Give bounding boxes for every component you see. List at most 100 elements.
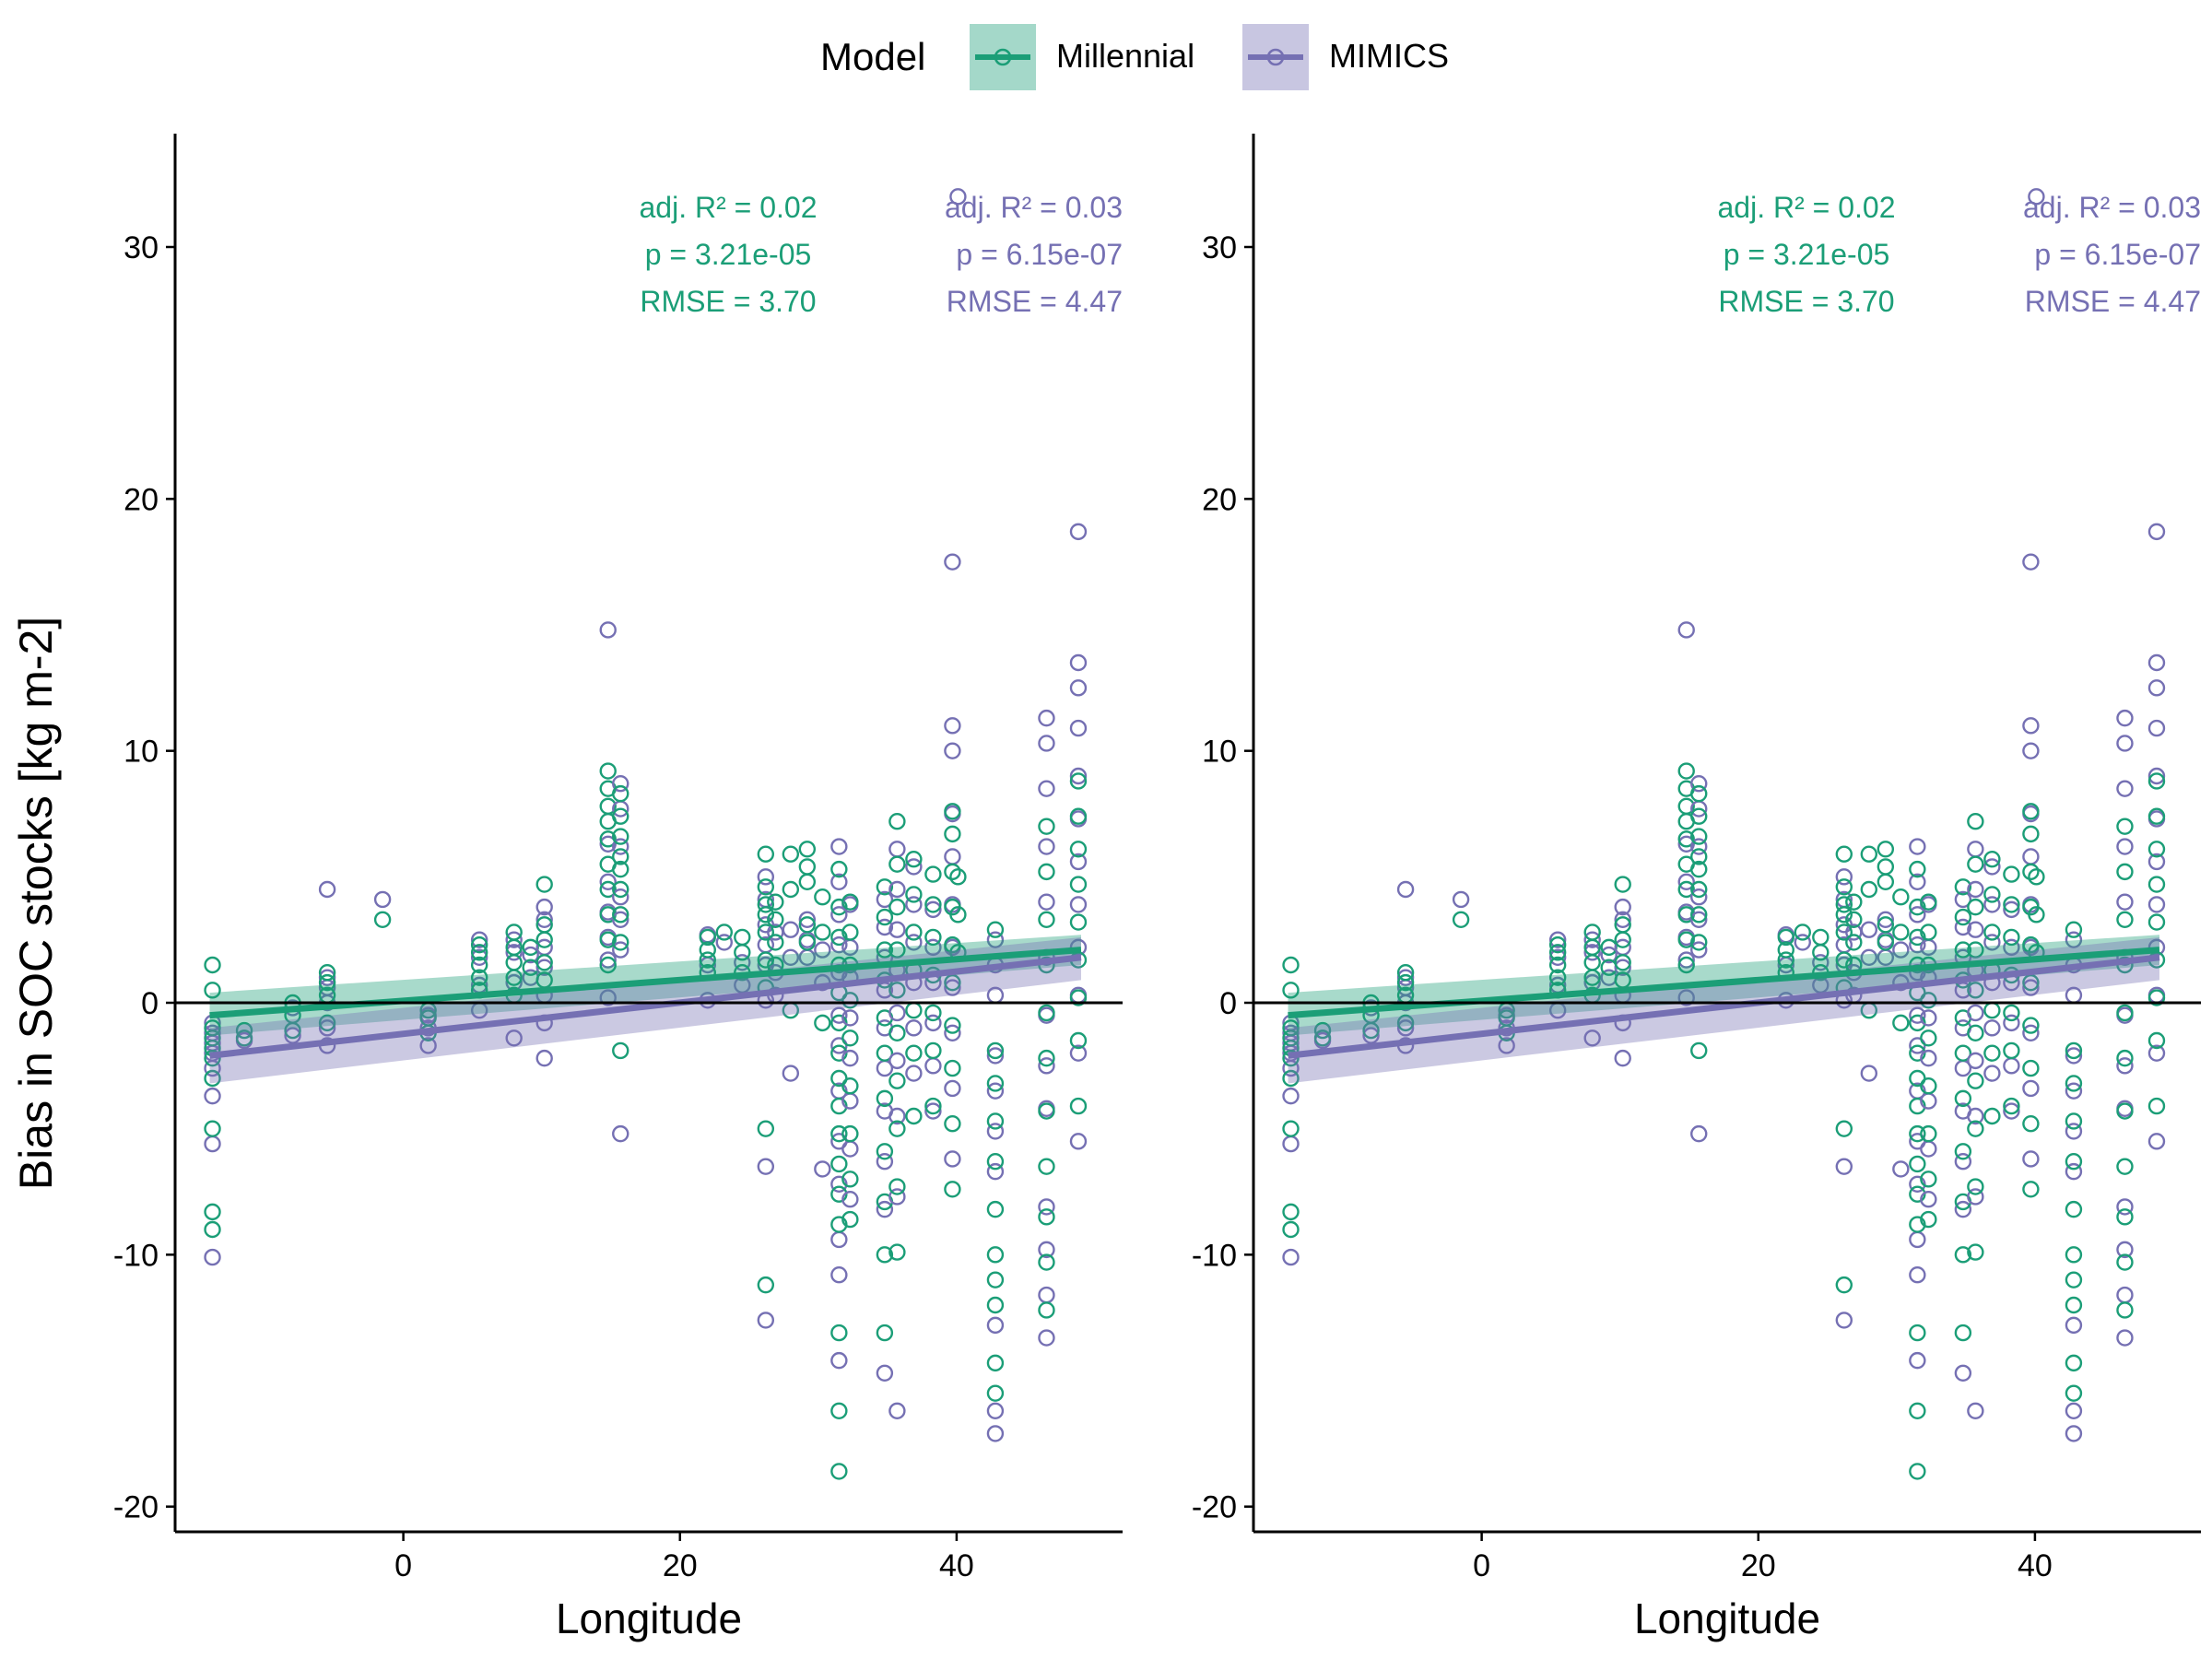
point-mimics xyxy=(814,941,831,959)
point-mimics xyxy=(986,1082,1005,1100)
stat-mimics-1: p = 6.15e-07 xyxy=(2034,238,2201,271)
point-millennial xyxy=(612,807,629,825)
point-mimics xyxy=(2147,853,2166,871)
point-mimics xyxy=(949,188,967,206)
point-millennial xyxy=(2116,911,2134,928)
point-millennial xyxy=(1892,924,1910,941)
point-millennial xyxy=(1548,969,1567,986)
point-millennial xyxy=(757,951,775,969)
point-millennial xyxy=(798,916,817,934)
point-millennial xyxy=(1920,1210,1937,1229)
point-mimics xyxy=(2003,1014,2020,1032)
point-millennial xyxy=(814,888,831,906)
point-millennial xyxy=(905,1001,923,1019)
point-mimics xyxy=(2022,553,2040,571)
point-mimics xyxy=(1038,1329,1055,1347)
point-mimics xyxy=(2116,709,2134,727)
point-mimics xyxy=(2022,1079,2040,1098)
point-mimics xyxy=(841,1009,859,1027)
point-mimics xyxy=(2003,1102,2020,1120)
y-tick-label: 0 xyxy=(1219,986,1237,1021)
point-mimics xyxy=(1069,653,1088,672)
point-millennial xyxy=(986,1246,1005,1264)
point-mimics xyxy=(1069,1044,1088,1062)
point-millennial xyxy=(2147,876,2166,893)
x-tick-label: 40 xyxy=(939,1548,974,1583)
point-mimics xyxy=(830,873,848,890)
point-millennial xyxy=(1967,1072,1984,1089)
point-millennial xyxy=(1583,954,1601,971)
point-millennial xyxy=(2065,1296,2083,1314)
point-mimics xyxy=(1794,934,1811,951)
point-millennial xyxy=(1877,858,1895,876)
point-millennial xyxy=(1835,896,1853,913)
point-millennial xyxy=(841,1171,859,1188)
point-millennial xyxy=(1909,1155,1926,1173)
point-millennial xyxy=(944,803,961,820)
point-millennial xyxy=(2116,1253,2134,1271)
x-tick-label: 20 xyxy=(1741,1548,1776,1583)
point-mimics xyxy=(830,1006,848,1024)
point-millennial xyxy=(2116,1158,2134,1175)
point-millennial xyxy=(1396,1014,1415,1032)
point-mimics xyxy=(2003,1057,2020,1075)
point-millennial xyxy=(1038,1049,1055,1067)
point-mimics xyxy=(373,890,392,909)
x-tick-label: 0 xyxy=(1473,1548,1490,1583)
point-mimics xyxy=(924,900,942,919)
point-millennial xyxy=(841,1030,859,1047)
point-mimics xyxy=(2116,1057,2134,1075)
point-millennial xyxy=(798,873,817,890)
point-millennial xyxy=(1983,851,2001,868)
point-millennial xyxy=(1583,924,1601,941)
point-millennial xyxy=(699,928,716,947)
point-millennial xyxy=(1069,876,1088,893)
point-millennial xyxy=(830,1216,848,1233)
point-mimics xyxy=(1690,838,1708,855)
point-mimics xyxy=(1909,838,1926,855)
point-millennial xyxy=(599,931,617,948)
point-mimics xyxy=(944,979,961,996)
point-mimics xyxy=(2065,931,2083,948)
point-millennial xyxy=(204,1030,221,1047)
legend: Model Millennial MIMICS xyxy=(820,24,1449,90)
point-mimics xyxy=(612,1124,629,1143)
point-mimics xyxy=(2147,719,2166,737)
point-mimics xyxy=(888,1004,906,1022)
point-mimics xyxy=(599,951,617,969)
point-mimics xyxy=(905,858,923,876)
point-millennial xyxy=(2065,1112,2083,1130)
x-axis-label: Longitude xyxy=(1634,1594,1820,1642)
panel-right: -20 -10 0 10 20 30 0 20 40 Longitude adj. R² = 0.0… xyxy=(1192,134,2201,1642)
point-millennial xyxy=(1920,924,1937,941)
point-mimics xyxy=(1954,1364,1972,1382)
point-millennial xyxy=(876,908,894,926)
point-mimics xyxy=(1614,911,1631,928)
point-mimics xyxy=(2147,896,2166,913)
point-mimics xyxy=(830,1230,848,1249)
point-mimics xyxy=(1909,1265,1926,1284)
point-millennial xyxy=(318,1014,336,1032)
point-mimics xyxy=(1038,780,1055,797)
point-millennial xyxy=(888,898,906,916)
point-mimics xyxy=(2116,893,2134,911)
point-millennial xyxy=(1909,1216,1926,1233)
point-millennial xyxy=(944,1114,961,1133)
point-mimics xyxy=(612,838,629,855)
point-mimics xyxy=(986,1425,1005,1442)
point-millennial xyxy=(757,878,775,896)
point-millennial xyxy=(318,973,336,992)
point-mimics xyxy=(2003,900,2020,919)
x-axis-label: Longitude xyxy=(556,1594,742,1642)
point-mimics xyxy=(470,931,488,948)
point-millennial xyxy=(1845,893,1863,911)
point-millennial xyxy=(1313,1021,1332,1040)
point-mimics xyxy=(1038,838,1055,855)
point-millennial xyxy=(699,951,716,969)
point-millennial xyxy=(373,911,392,928)
point-mimics xyxy=(841,1049,859,1067)
point-millennial xyxy=(2147,1031,2166,1050)
point-mimics xyxy=(1909,1230,1926,1249)
point-millennial xyxy=(1069,841,1088,858)
